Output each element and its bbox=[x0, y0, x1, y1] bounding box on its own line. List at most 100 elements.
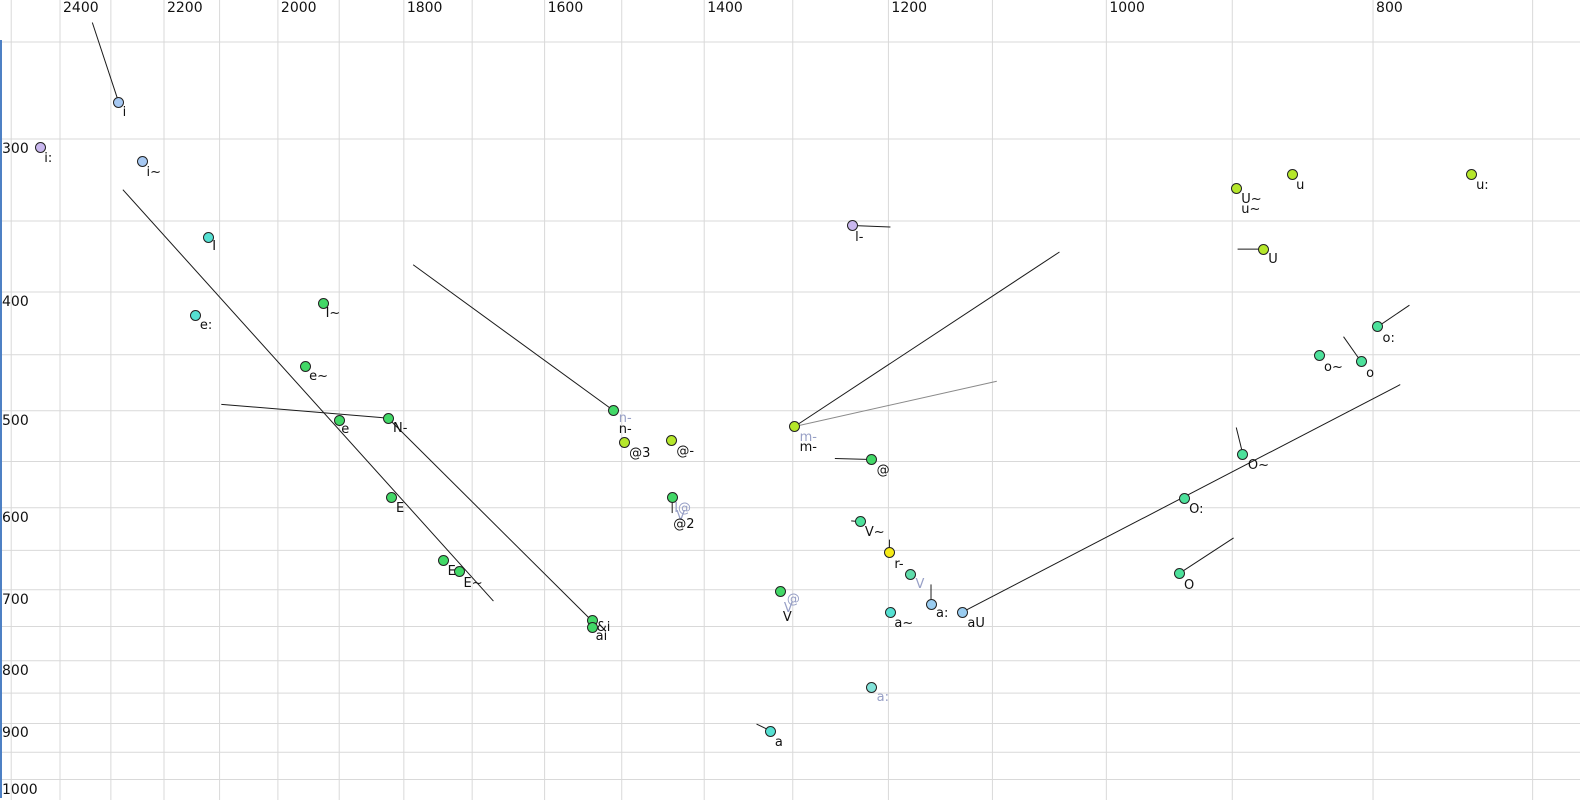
x-tick-label: 2200 bbox=[166, 0, 203, 16]
vowel-point-l- bbox=[846, 220, 858, 232]
vowel-point-O-nasal bbox=[1237, 449, 1249, 461]
vowel-label-o-long: o: bbox=[1382, 330, 1395, 346]
vowel-label-ai: ai bbox=[595, 628, 608, 644]
y-tick-label: 500 bbox=[2, 412, 29, 429]
y-tick-label: 1000 bbox=[2, 781, 38, 798]
trajectory-line bbox=[794, 380, 997, 427]
y-tick-label: 700 bbox=[2, 591, 29, 608]
vowel-label-V-light: V bbox=[915, 577, 925, 593]
vowel-point-o-long bbox=[1372, 321, 1384, 333]
vowel-label-V: @ bbox=[786, 592, 800, 608]
x-tick-label: 1000 bbox=[1109, 0, 1145, 16]
vowel-label-o-nasal: o~ bbox=[1324, 359, 1343, 375]
vowel-point-E-nasal bbox=[454, 566, 466, 578]
vowel-label-a-nasal: a~ bbox=[894, 616, 914, 632]
vowel-label-O: O bbox=[1184, 577, 1195, 593]
vowel-point-U-nasal bbox=[1230, 182, 1242, 194]
vowel-point-o bbox=[1355, 356, 1367, 368]
vowel-label-schwa2: V bbox=[676, 508, 686, 524]
vowel-label-E-nasal: E~ bbox=[463, 575, 483, 591]
vowel-point-V bbox=[775, 585, 787, 597]
y-tick-label: 300 bbox=[2, 141, 29, 157]
vowel-point-N- bbox=[382, 412, 394, 424]
vowel-label-E: E bbox=[395, 500, 405, 516]
trajectory-line bbox=[221, 403, 389, 419]
trajectory-line bbox=[834, 458, 872, 461]
vowel-point-V-nasal bbox=[855, 516, 867, 528]
vowel-point-e-nasal bbox=[299, 360, 311, 372]
x-tick-label: 2400 bbox=[63, 0, 99, 16]
window-left-edge bbox=[0, 40, 2, 798]
vowel-label-schwa-: @- bbox=[676, 443, 695, 459]
vowel-label-r-: r- bbox=[894, 556, 904, 572]
x-tick-label: 2000 bbox=[280, 0, 317, 16]
vowel-point-i bbox=[113, 96, 125, 108]
y-tick-label: 900 bbox=[2, 725, 29, 742]
vowel-point-schwa2 bbox=[666, 492, 678, 504]
vowel-label-u-long: u: bbox=[1476, 177, 1489, 193]
vowel-point-schwa- bbox=[665, 435, 677, 447]
vowel-point-E-long bbox=[438, 555, 450, 567]
vowel-label-l-: l- bbox=[855, 229, 864, 245]
vowel-point-I-nasal bbox=[318, 298, 330, 310]
trajectory-line bbox=[852, 225, 891, 228]
x-tick-label: 1600 bbox=[547, 0, 584, 16]
vowel-label-a-long: a: bbox=[936, 606, 949, 622]
vowel-label-I: I bbox=[212, 239, 217, 255]
x-tick-label: 1800 bbox=[406, 0, 443, 16]
trajectory-line bbox=[122, 189, 494, 602]
vowel-point-a-long bbox=[925, 598, 937, 610]
vowel-point-aU bbox=[956, 606, 968, 618]
vowel-point-i-nasal bbox=[136, 156, 148, 168]
trajectory-line bbox=[1377, 304, 1410, 328]
trajectory-line bbox=[387, 417, 593, 622]
vowel-label-U: U bbox=[1268, 252, 1278, 268]
vowel-label-O-nasal: O~ bbox=[1247, 457, 1270, 473]
vowel-point-schwa3 bbox=[618, 437, 630, 449]
vowel-label-V-nasal: V~ bbox=[864, 524, 885, 540]
vowel-label-e-long: e: bbox=[199, 318, 213, 334]
vowel-point-a-long-light bbox=[866, 681, 878, 693]
trajectory-line bbox=[91, 22, 120, 103]
vowel-point-V-light bbox=[905, 568, 917, 580]
vowel-point-o-nasal bbox=[1313, 350, 1325, 362]
vowel-label-I-nasal: I~ bbox=[325, 305, 341, 321]
trajectory-line bbox=[1178, 537, 1234, 574]
vowel-point-a-nasal bbox=[884, 606, 896, 618]
y-tick-label: 400 bbox=[2, 294, 29, 311]
vowel-label-ae-i: &i bbox=[596, 619, 611, 635]
vowel-label-m-: m- bbox=[799, 440, 817, 456]
vowel-label-V: V bbox=[783, 601, 793, 617]
vowel-point-E bbox=[386, 492, 398, 504]
y-tick-label: 600 bbox=[2, 509, 29, 526]
vowel-label-m-: m- bbox=[799, 430, 817, 446]
trajectory-line bbox=[794, 251, 1060, 427]
vowel-label-O-long: O: bbox=[1189, 501, 1204, 517]
vowel-point-u-long bbox=[1465, 169, 1477, 181]
vowel-label-u: u bbox=[1296, 177, 1305, 193]
vowel-point-e-long bbox=[190, 309, 202, 321]
vowel-label-i: i bbox=[122, 105, 127, 121]
vowel-label-schwa: @ bbox=[876, 462, 890, 478]
vowel-point-u bbox=[1286, 169, 1298, 181]
vowel-label-n-: n- bbox=[618, 421, 632, 437]
vowel-label-e: e bbox=[341, 422, 350, 438]
vowel-point-m- bbox=[789, 420, 801, 432]
x-tick-label: 800 bbox=[1376, 0, 1403, 16]
vowel-point-a bbox=[765, 725, 777, 737]
vowel-point-e bbox=[333, 414, 345, 426]
vowel-point-i-long bbox=[34, 142, 46, 154]
vowel-label-o: o bbox=[1366, 365, 1375, 381]
vowel-label-V: V bbox=[782, 610, 792, 626]
vowel-label-U-nasal: u~ bbox=[1241, 202, 1261, 218]
vowel-label-schwa2: I@ bbox=[674, 500, 692, 516]
vowel-point-O bbox=[1173, 568, 1185, 580]
vowel-label-e-nasal: e~ bbox=[309, 369, 328, 385]
vowel-point-schwa bbox=[866, 454, 878, 466]
vowel-point-O-long bbox=[1178, 493, 1190, 505]
vowel-label-schwa3: @3 bbox=[629, 445, 651, 461]
vowel-point-n- bbox=[608, 405, 620, 417]
vowel-point-r- bbox=[883, 547, 895, 559]
